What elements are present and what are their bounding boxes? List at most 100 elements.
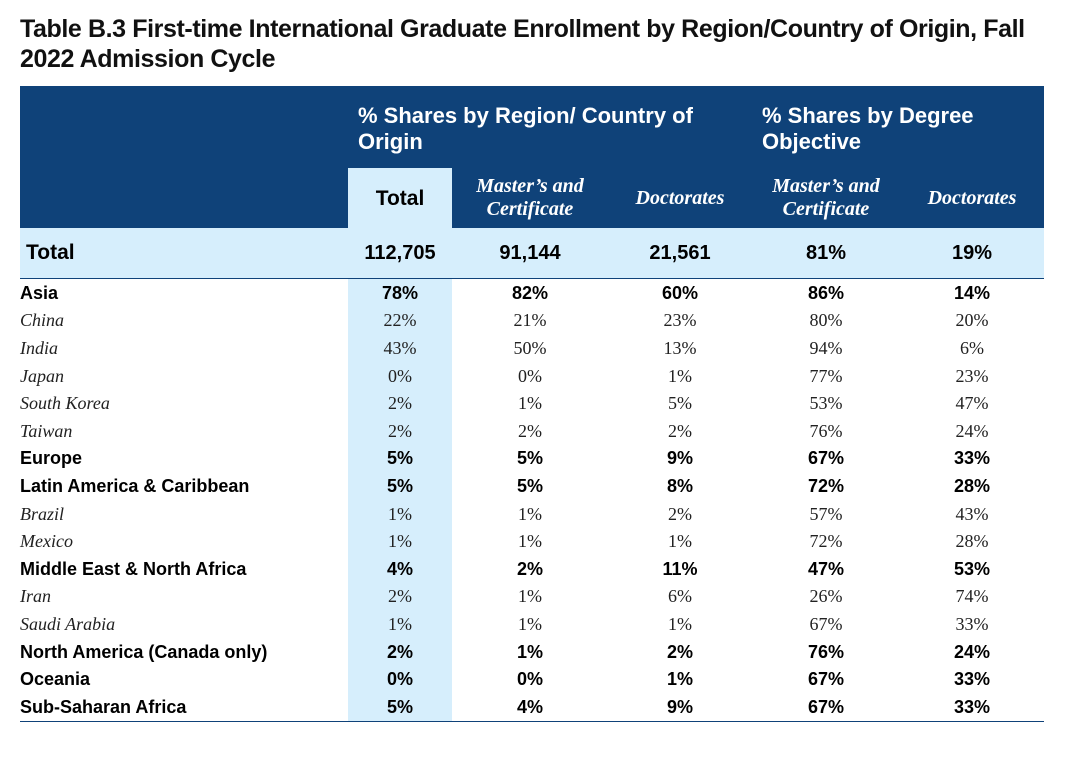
cell-masters: 4% [452, 692, 608, 722]
cell-masters: 1% [518, 393, 542, 414]
total-row-masters-pct: 81% [752, 228, 900, 279]
table-title: Table B.3 First-time International Gradu… [20, 15, 1025, 73]
cell-doctorates: 60% [661, 282, 699, 303]
cell-doctorates: 9% [666, 448, 693, 469]
cell-doctorates: 9% [608, 692, 752, 722]
cell-doctorates-pct: 24% [953, 641, 991, 662]
cell-doctorates-pct: 28% [955, 531, 989, 552]
cell-masters-pct: 76% [809, 420, 843, 441]
table-row: Asia 78% 82% 60% 86% 14% [20, 278, 1044, 307]
cell-masters: 5% [516, 475, 543, 496]
enrollment-table: % Shares by Region/ Country of Origin % … [20, 86, 1045, 722]
cell-doctorates: 23% [663, 310, 697, 331]
cell-total: 1% [348, 527, 452, 555]
cell-masters: 1% [518, 613, 542, 634]
cell-masters: 2% [518, 420, 542, 441]
cell-masters-pct: 86% [807, 282, 845, 303]
cell-total: 2% [348, 389, 452, 417]
table-row: Saudi Arabia 1% 1% 1% 67% 33% [20, 610, 1044, 638]
table-row: Europe 5% 5% 9% 67% 33% [20, 444, 1044, 473]
cell-label: Taiwan [20, 420, 73, 441]
table-row: Mexico 1% 1% 1% 72% 28% [20, 527, 1044, 555]
table-row: Japan 0% 0% 1% 77% 23% [20, 361, 1044, 390]
cell-label: Japan [20, 365, 64, 386]
table-row: India 43% 50% 13% 94% 6% [20, 334, 1044, 362]
cell-label: Oceania [20, 669, 91, 690]
header-group-region: % Shares by Region/ Country of Origin [348, 86, 752, 168]
cell-doctorates-pct: 6% [960, 337, 984, 358]
cell-doctorates: 6% [668, 586, 692, 607]
cell-label: India [20, 337, 58, 358]
total-row-masters: 91,144 [452, 228, 608, 279]
cell-total: 2% [348, 637, 452, 666]
table-row: China 22% 21% 23% 80% 20% [20, 306, 1044, 335]
cell-masters: 1% [518, 531, 542, 552]
table-row: North America (Canada only) 2% 1% 2% 76% 24% [20, 637, 1044, 666]
table-row: Oceania 0% 0% 1% 67% 33% [20, 665, 1044, 693]
cell-masters: 1% [518, 503, 542, 524]
total-row: Total 112,705 91,144 21,561 81% 19% [20, 228, 1045, 279]
header-col-masters-share: Master’s and Certificate [752, 168, 900, 228]
cell-masters-pct: 53% [809, 393, 843, 414]
cell-label: Iran [20, 586, 51, 607]
cell-doctorates-pct: 28% [953, 475, 991, 496]
cell-label: Sub-Saharan Africa [20, 692, 348, 722]
cell-label: Middle East & North Africa [20, 558, 247, 579]
cell-doctorates-pct: 33% [900, 692, 1045, 722]
table-row: Taiwan 2% 2% 2% 76% 24% [20, 416, 1044, 445]
table-row: Iran 2% 1% 6% 26% 74% [20, 582, 1044, 611]
cell-label: Europe [20, 448, 83, 469]
cell-masters-pct: 80% [809, 310, 843, 331]
cell-doctorates: 11% [662, 558, 698, 579]
cell-masters-pct: 77% [809, 365, 843, 386]
cell-doctorates: 1% [668, 365, 692, 386]
cell-masters-pct: 67% [807, 448, 845, 469]
header-row-columns: Total Master’s and Certificate Doctorate… [20, 168, 1045, 228]
cell-total: 0% [348, 665, 452, 693]
cell-doctorates-pct: 43% [955, 503, 989, 524]
cell-label: Saudi Arabia [20, 613, 116, 634]
cell-doctorates-pct: 53% [953, 558, 991, 579]
cell-doctorates: 1% [666, 669, 693, 690]
cell-doctorates-pct: 33% [955, 613, 989, 634]
cell-masters: 21% [513, 310, 547, 331]
cell-masters-pct: 94% [809, 337, 843, 358]
header-group-degree: % Shares by Degree Objective [752, 86, 1045, 168]
cell-label: Mexico [20, 531, 73, 552]
cell-doctorates-pct: 23% [955, 365, 989, 386]
cell-total: 5% [348, 472, 452, 500]
cell-doctorates-pct: 33% [953, 669, 991, 690]
table-row: South Korea 2% 1% 5% 53% 47% [20, 389, 1044, 417]
total-row-total: 112,705 [348, 228, 452, 279]
cell-total: 0% [348, 361, 452, 390]
header-col-total: Total [348, 168, 452, 228]
cell-doctorates: 5% [668, 393, 692, 414]
cell-masters-pct: 47% [807, 558, 845, 579]
cell-masters: 2% [516, 558, 543, 579]
cell-masters-pct: 67% [807, 669, 845, 690]
cell-masters-pct: 72% [807, 475, 845, 496]
cell-masters-pct: 72% [809, 531, 843, 552]
cell-doctorates: 8% [666, 475, 693, 496]
cell-total: 4% [348, 554, 452, 583]
cell-doctorates: 1% [668, 531, 692, 552]
table-row: Brazil 1% 1% 2% 57% 43% [20, 499, 1044, 528]
total-row-doctorates-pct: 19% [900, 228, 1045, 279]
cell-total: 5% [348, 692, 452, 722]
cell-doctorates: 13% [663, 337, 697, 358]
cell-total: 2% [348, 582, 452, 611]
cell-doctorates: 1% [668, 613, 692, 634]
cell-masters-pct: 26% [809, 586, 843, 607]
cell-label: Asia [20, 282, 59, 303]
cell-doctorates: 2% [666, 641, 693, 662]
cell-masters: 0% [516, 669, 543, 690]
cell-masters: 0% [518, 365, 542, 386]
cell-masters-pct: 76% [807, 641, 845, 662]
header-blank [20, 86, 348, 168]
cell-label: Brazil [20, 503, 65, 524]
header-row-groups: % Shares by Region/ Country of Origin % … [20, 86, 1045, 168]
cell-masters: 5% [516, 448, 543, 469]
table-body: Asia 78% 82% 60% 86% 14% China 22% 21% 23% 80% 20% I… [20, 278, 1045, 722]
header-col-doctorates-share: Doctorates [900, 168, 1045, 228]
